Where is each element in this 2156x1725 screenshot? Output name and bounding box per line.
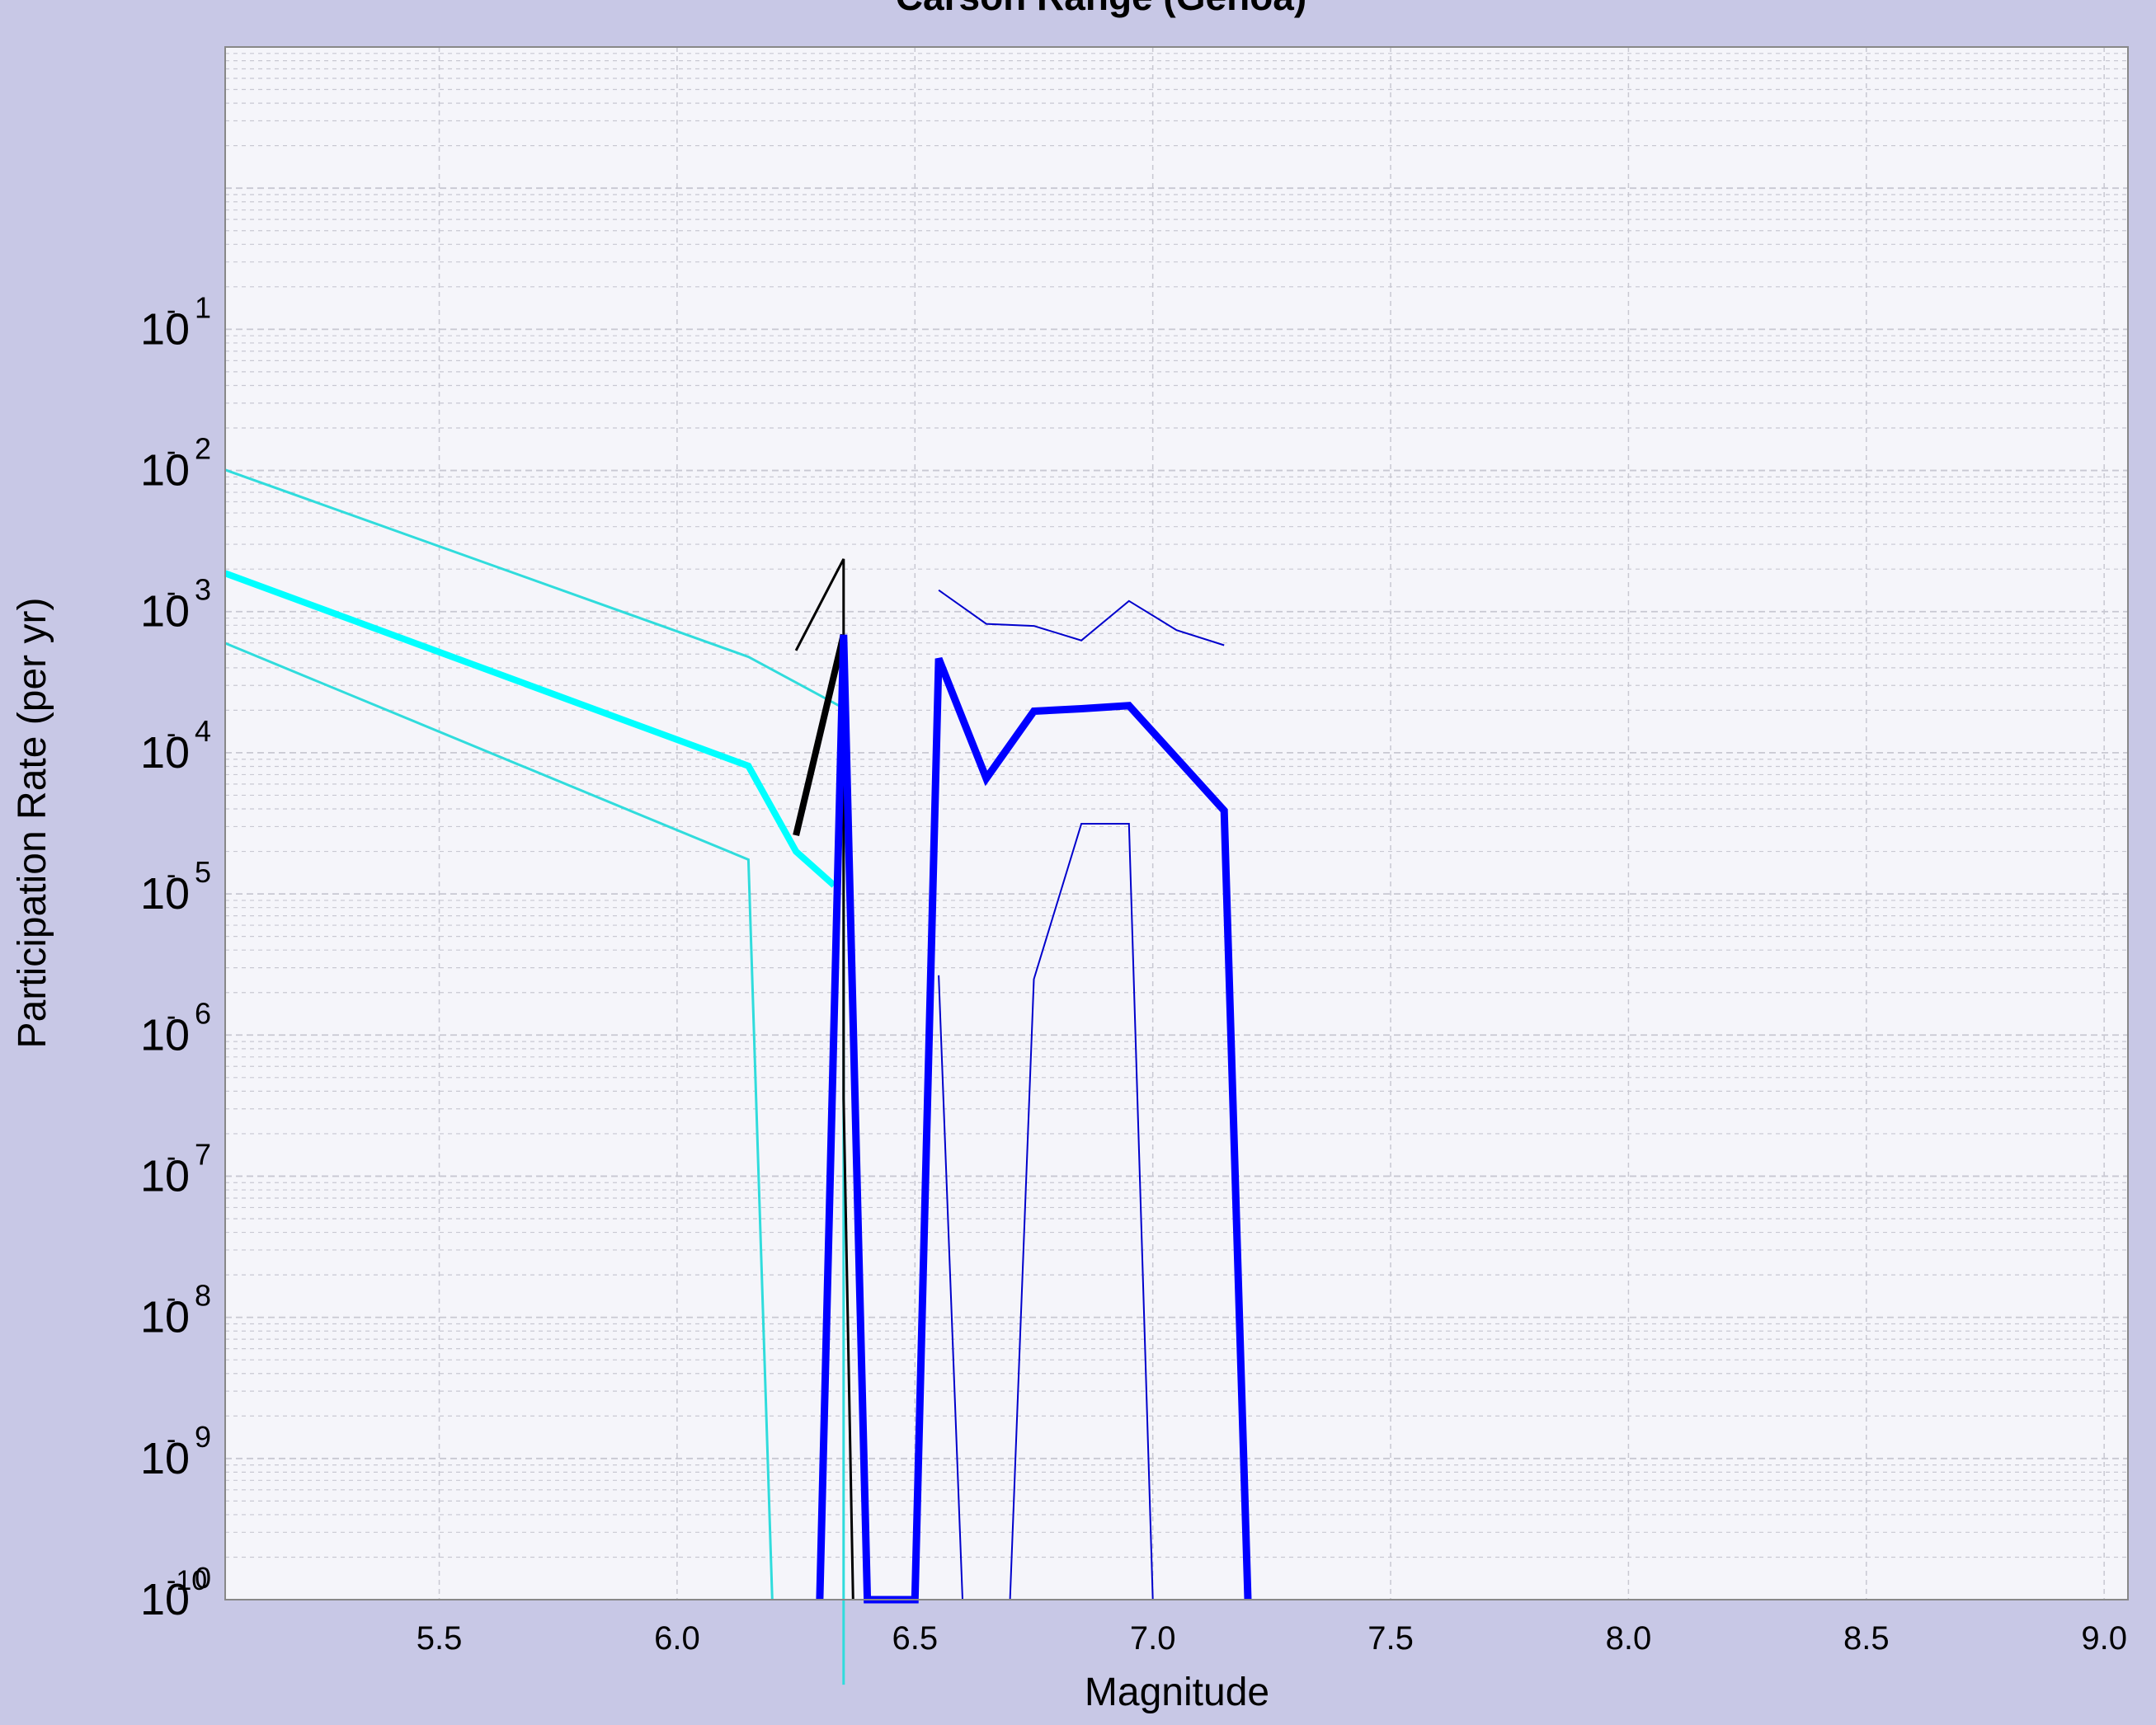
y-tick-base: 10 [140, 304, 190, 354]
y-tick-prefix: - [167, 436, 176, 468]
x-tick-label: 6.5 [892, 1620, 938, 1657]
x-tick-label: 8.0 [1606, 1620, 1652, 1657]
y-tick-prefix: - [167, 577, 176, 609]
chart-title: Carson Range (Genoa) [896, 0, 1306, 18]
series-line-6 [816, 634, 1252, 1604]
x-tick-labels: 5.5 6.0 6.5 7.0 7.5 8.0 8.5 9.0 [417, 1620, 2127, 1657]
series-line-8 [938, 975, 963, 1600]
y-tick-base: 10 [140, 1575, 190, 1624]
y-tick-base: 10 [140, 1434, 190, 1483]
y-tick-base: 10 [140, 1010, 190, 1060]
grid-lines [225, 47, 2128, 1600]
x-tick-label: 7.0 [1130, 1620, 1176, 1657]
plot-frame [224, 46, 2129, 1600]
series-line-9 [1009, 823, 1154, 1600]
y-tick-prefix: - [167, 1424, 176, 1455]
series-line-1 [224, 468, 845, 1685]
x-tick-label: 7.5 [1368, 1620, 1414, 1657]
y-tick-exponent: 7 [195, 1137, 211, 1171]
y-tick-prefix: -10 [167, 1565, 207, 1596]
series-line-7 [938, 589, 1225, 646]
y-tick-prefix: - [167, 1141, 176, 1173]
y-tick-base: 10 [140, 1151, 190, 1201]
series-line-5 [793, 633, 847, 837]
y-tick-prefix: - [167, 294, 176, 326]
series-line-4 [794, 558, 854, 1600]
y-axis-label: Participation Rate (per yr) [11, 598, 54, 1049]
y-tick-base: 10 [140, 1293, 190, 1342]
x-axis-label: Magnitude [1085, 1671, 1269, 1714]
y-tick-base: 10 [140, 587, 190, 637]
y-tick-base: 10 [140, 446, 190, 496]
y-tick-exponent: 4 [195, 714, 211, 748]
y-tick-exponent: 6 [195, 996, 211, 1030]
x-tick-label: 6.0 [654, 1620, 700, 1657]
series-line-2 [224, 642, 774, 1600]
x-tick-label: 8.5 [1843, 1620, 1890, 1657]
y-tick-exponent: 2 [195, 432, 211, 466]
y-tick-exponent: 5 [195, 855, 211, 889]
y-tick-prefix: - [167, 859, 176, 891]
plot-area [225, 47, 2128, 1600]
y-tick-exponent: 9 [195, 1420, 211, 1454]
x-tick-label: 5.5 [417, 1620, 463, 1657]
y-tick-exponent: 1 [195, 290, 211, 324]
y-tick-prefix: - [167, 718, 176, 750]
x-tick-label: 9.0 [2081, 1620, 2127, 1657]
y-tick-prefix: - [167, 1000, 176, 1032]
series-line-3 [224, 570, 836, 888]
y-tick-base: 10 [140, 728, 190, 778]
series-lines [224, 468, 1252, 1685]
y-tick-prefix: - [167, 1283, 176, 1314]
y-tick-exponent: 8 [195, 1279, 211, 1313]
y-tick-base: 10 [140, 869, 190, 919]
y-tick-exponent: 0 [195, 1561, 211, 1595]
y-tick-exponent: 3 [195, 573, 211, 607]
